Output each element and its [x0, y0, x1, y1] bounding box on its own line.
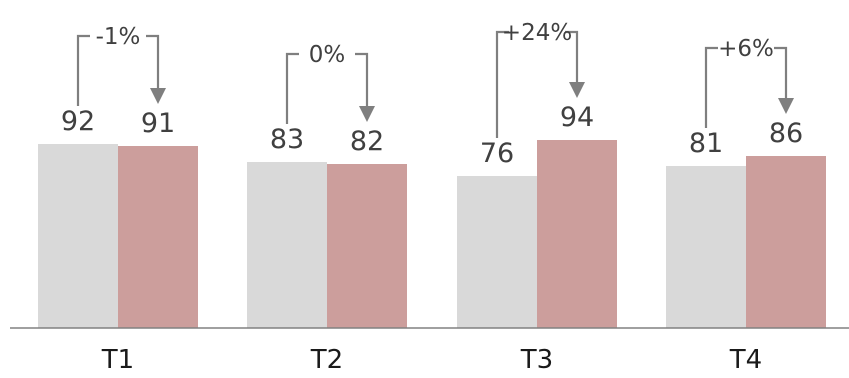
- category-label-T4: T4: [729, 345, 762, 375]
- category-label-T1: T1: [101, 345, 134, 375]
- bar-series-1-T3: [457, 176, 537, 328]
- category-label-T2: T2: [310, 345, 343, 375]
- category-labels: T1 T2 T3 T4: [101, 345, 762, 375]
- arrow-head-T2: [359, 106, 375, 122]
- change-label-T2: 0%: [309, 42, 346, 68]
- bar-series-2-T4: [746, 156, 826, 328]
- bar-series-2-T3: [537, 140, 617, 328]
- bar-series-1-T4: [666, 166, 746, 328]
- change-label-T3: +24%: [502, 20, 572, 46]
- change-arrow-T1: -1%: [76, 24, 166, 106]
- value-label-series-2-T3: 94: [560, 102, 594, 133]
- data-labels: 92 91 83 82 76 94 81 86: [61, 102, 803, 169]
- category-label-T3: T3: [520, 345, 553, 375]
- change-arrow-T3: +24%: [495, 20, 585, 138]
- change-arrow-T4: +6%: [704, 36, 794, 128]
- bracket-right-T3: [565, 30, 579, 84]
- value-label-series-2-T4: 86: [769, 118, 803, 149]
- change-label-T4: +6%: [718, 36, 774, 62]
- value-label-series-1-T3: 76: [480, 138, 514, 169]
- bar-series-2-T2: [327, 164, 407, 328]
- bracket-left-T2: [285, 52, 299, 124]
- bar-series-2-T1: [118, 146, 198, 328]
- arrow-head-T3: [569, 82, 585, 98]
- value-label-series-1-T4: 81: [689, 128, 723, 159]
- bracket-left-T3: [495, 30, 509, 138]
- value-label-series-1-T1: 92: [61, 106, 95, 137]
- bar-series-1-T1: [38, 144, 118, 328]
- arrow-head-T1: [150, 88, 166, 104]
- bracket-right-T2: [355, 52, 369, 108]
- bracket-left-T1: [76, 34, 90, 106]
- change-arrows: -1% 0% +24% +6%: [76, 20, 794, 138]
- value-label-series-1-T2: 83: [270, 124, 304, 155]
- bracket-right-T4: [774, 46, 788, 100]
- bars: [38, 140, 826, 328]
- value-label-series-2-T1: 91: [141, 108, 175, 139]
- change-arrow-T2: 0%: [285, 42, 375, 124]
- change-label-T1: -1%: [96, 24, 141, 50]
- arrow-head-T4: [778, 98, 794, 114]
- bar-series-1-T2: [247, 162, 327, 328]
- bracket-left-T4: [704, 46, 718, 128]
- bracket-right-T1: [146, 34, 160, 90]
- value-label-series-2-T2: 82: [350, 126, 384, 157]
